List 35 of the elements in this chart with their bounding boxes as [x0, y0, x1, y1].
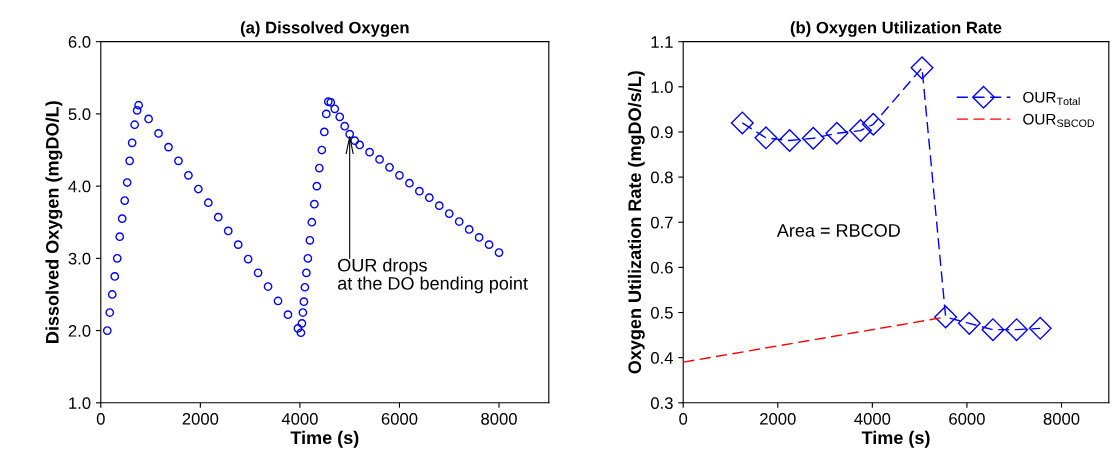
x-tick-label: 4000	[854, 412, 891, 425]
x-tick-label: 2000	[182, 412, 219, 425]
y-tick-label: 0.4	[650, 352, 673, 364]
y-tick-label: 0.6	[650, 261, 673, 274]
x-tick-label: 8000	[481, 412, 517, 425]
x-axis-title: Time (s)	[861, 430, 930, 448]
y-tick-label: 1.0	[651, 81, 673, 94]
y-tick-label: 6.0	[68, 36, 91, 48]
x-tick-label: 6000	[381, 412, 418, 425]
y-tick-label: 5.0	[68, 108, 91, 121]
y-tick-label: 1.0	[69, 397, 91, 410]
annotation: OUR drops at the DO bending point	[338, 258, 528, 294]
legend-label: OUR$_{SBCOD}$	[1023, 113, 1095, 127]
x-tick-label: 8000	[1043, 412, 1080, 425]
x-tick-label: 0	[679, 412, 688, 425]
x-axis-title: Time (s)	[290, 430, 359, 448]
y-tick-label: 3.0	[68, 252, 91, 265]
y-tick-label: 0.3	[650, 397, 673, 410]
chart-title: (a) Dissolved Oxygen	[240, 21, 409, 37]
y-tick-label: 2.0	[68, 324, 91, 337]
y-tick-label: 0.5	[650, 306, 673, 319]
y-tick-label: 4.0	[68, 180, 91, 193]
legend-label: OUR$_{Total}$	[1023, 91, 1080, 106]
x-tick-label: 4000	[281, 412, 318, 425]
x-tick-label: 0	[96, 412, 105, 425]
y-tick-label: 0.9	[650, 126, 673, 139]
annotation: Area = RBCOD	[776, 224, 900, 237]
y-tick-label: 1.1	[651, 36, 673, 48]
y-axis-title: Dissolved Oxygen (mgDO/L)	[45, 101, 63, 343]
x-tick-label: 2000	[760, 412, 796, 425]
y-axis-title: Oxygen Utilization Rate (mgDO/s/L)	[627, 71, 645, 374]
y-tick-label: 0.7	[650, 216, 673, 229]
y-tick-label: 0.8	[650, 171, 673, 184]
x-tick-label: 6000	[949, 412, 985, 425]
chart-title: (b) Oxygen Utilization Rate	[790, 21, 1002, 37]
